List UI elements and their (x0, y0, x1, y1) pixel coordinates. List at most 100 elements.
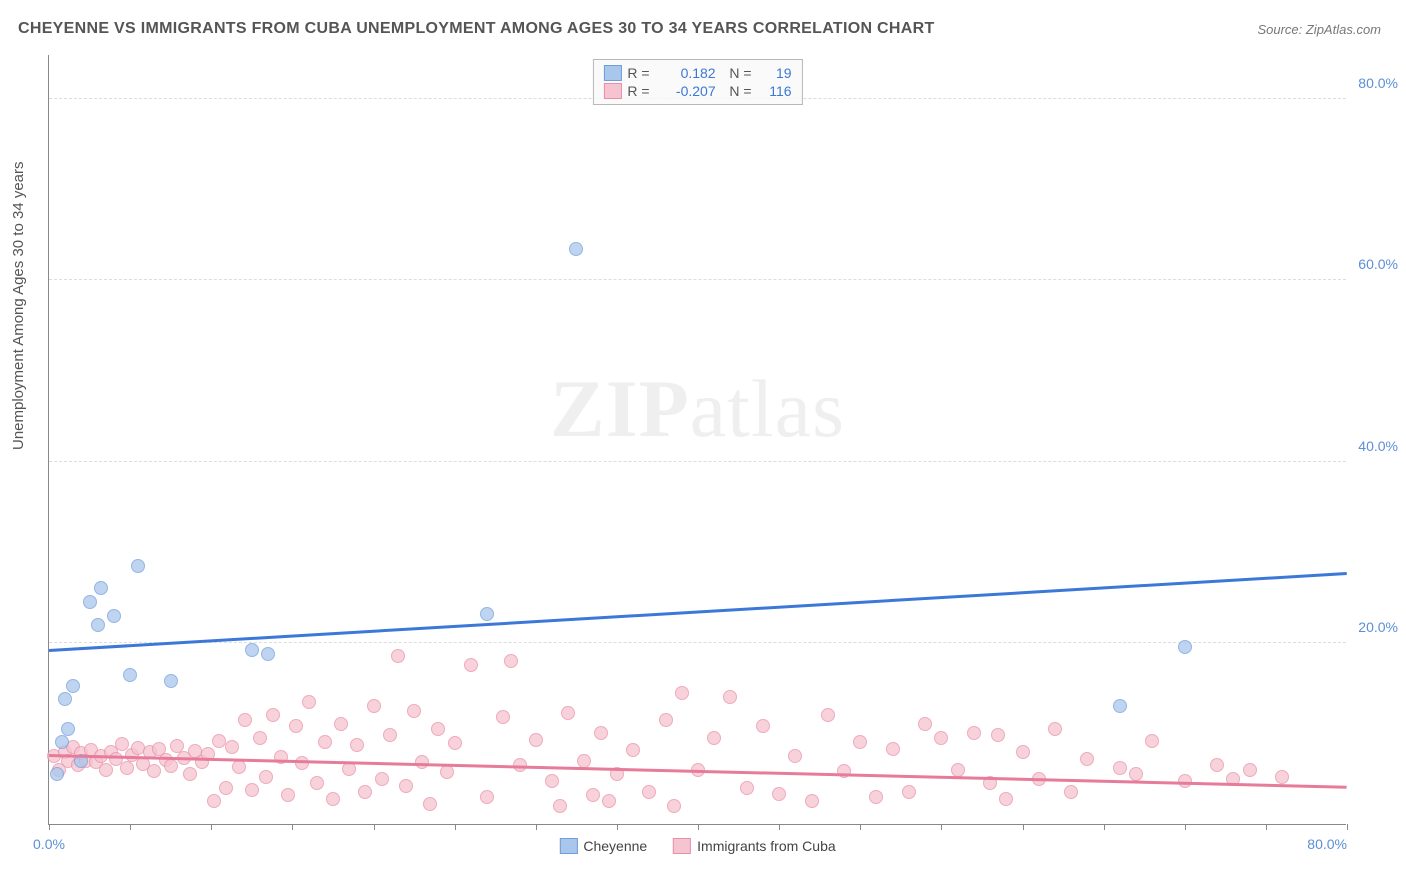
legend-n-label: N = (722, 83, 752, 99)
data-point (123, 668, 137, 682)
data-point (999, 792, 1013, 806)
data-point (238, 713, 252, 727)
legend-swatch (559, 838, 577, 854)
data-point (66, 679, 80, 693)
gridline (49, 642, 1346, 643)
data-point (626, 743, 640, 757)
plot-area: ZIPatlas R =0.182 N =19R =-0.207 N =116 … (48, 55, 1346, 825)
x-tick-mark (1266, 824, 1267, 830)
x-tick-mark (536, 824, 537, 830)
data-point (261, 647, 275, 661)
data-point (545, 774, 559, 788)
data-point (99, 763, 113, 777)
legend-n-label: N = (722, 65, 752, 81)
legend-stat-row: R =0.182 N =19 (603, 64, 791, 82)
data-point (1178, 640, 1192, 654)
data-point (207, 794, 221, 808)
data-point (391, 649, 405, 663)
data-point (480, 790, 494, 804)
x-tick-label: 0.0% (33, 836, 65, 852)
gridline (49, 461, 1346, 462)
data-point (183, 767, 197, 781)
x-tick-mark (860, 824, 861, 830)
data-point (707, 731, 721, 745)
x-tick-mark (1185, 824, 1186, 830)
data-point (91, 618, 105, 632)
data-point (869, 790, 883, 804)
data-point (219, 781, 233, 795)
data-point (1016, 745, 1030, 759)
data-point (83, 595, 97, 609)
data-point (1113, 699, 1127, 713)
data-point (94, 581, 108, 595)
data-point (399, 779, 413, 793)
data-point (334, 717, 348, 731)
data-point (529, 733, 543, 747)
data-point (131, 559, 145, 573)
x-tick-mark (374, 824, 375, 830)
data-point (569, 242, 583, 256)
x-tick-mark (49, 824, 50, 830)
data-point (1210, 758, 1224, 772)
y-axis-label: Unemployment Among Ages 30 to 34 years (10, 161, 27, 450)
data-point (310, 776, 324, 790)
data-point (212, 734, 226, 748)
legend-r-label: R = (627, 83, 649, 99)
data-point (772, 787, 786, 801)
legend-series-item: Immigrants from Cuba (673, 838, 835, 854)
legend-n-value: 116 (758, 83, 792, 99)
data-point (756, 719, 770, 733)
x-tick-mark (1104, 824, 1105, 830)
data-point (991, 728, 1005, 742)
data-point (375, 772, 389, 786)
data-point (120, 761, 134, 775)
data-point (350, 738, 364, 752)
x-tick-mark (617, 824, 618, 830)
data-point (918, 717, 932, 731)
data-point (740, 781, 754, 795)
legend-swatch (603, 83, 621, 99)
watermark: ZIPatlas (550, 362, 845, 456)
data-point (318, 735, 332, 749)
data-point (1129, 767, 1143, 781)
data-point (147, 764, 161, 778)
data-point (407, 704, 421, 718)
legend-r-value: -0.207 (656, 83, 716, 99)
data-point (289, 719, 303, 733)
data-point (245, 643, 259, 657)
legend-n-value: 19 (758, 65, 792, 81)
data-point (805, 794, 819, 808)
data-point (586, 788, 600, 802)
data-point (464, 658, 478, 672)
legend-swatch (673, 838, 691, 854)
data-point (553, 799, 567, 813)
data-point (853, 735, 867, 749)
data-point (164, 759, 178, 773)
data-point (431, 722, 445, 736)
data-point (1080, 752, 1094, 766)
data-point (367, 699, 381, 713)
data-point (61, 722, 75, 736)
data-point (55, 735, 69, 749)
data-point (967, 726, 981, 740)
data-point (1113, 761, 1127, 775)
data-point (266, 708, 280, 722)
data-point (245, 783, 259, 797)
data-point (1064, 785, 1078, 799)
data-point (1048, 722, 1062, 736)
data-point (837, 764, 851, 778)
data-point (788, 749, 802, 763)
data-point (902, 785, 916, 799)
data-point (253, 731, 267, 745)
legend-series-label: Cheyenne (583, 838, 647, 854)
data-point (107, 609, 121, 623)
x-tick-mark (292, 824, 293, 830)
data-point (951, 763, 965, 777)
legend-r-label: R = (627, 65, 649, 81)
x-tick-mark (211, 824, 212, 830)
legend-stat-row: R = -0.207 N = 116 (603, 82, 791, 100)
y-tick-label: 80.0% (1358, 75, 1398, 91)
legend-series: Cheyenne Immigrants from Cuba (559, 838, 835, 854)
data-point (675, 686, 689, 700)
legend-series-item: Cheyenne (559, 838, 647, 854)
